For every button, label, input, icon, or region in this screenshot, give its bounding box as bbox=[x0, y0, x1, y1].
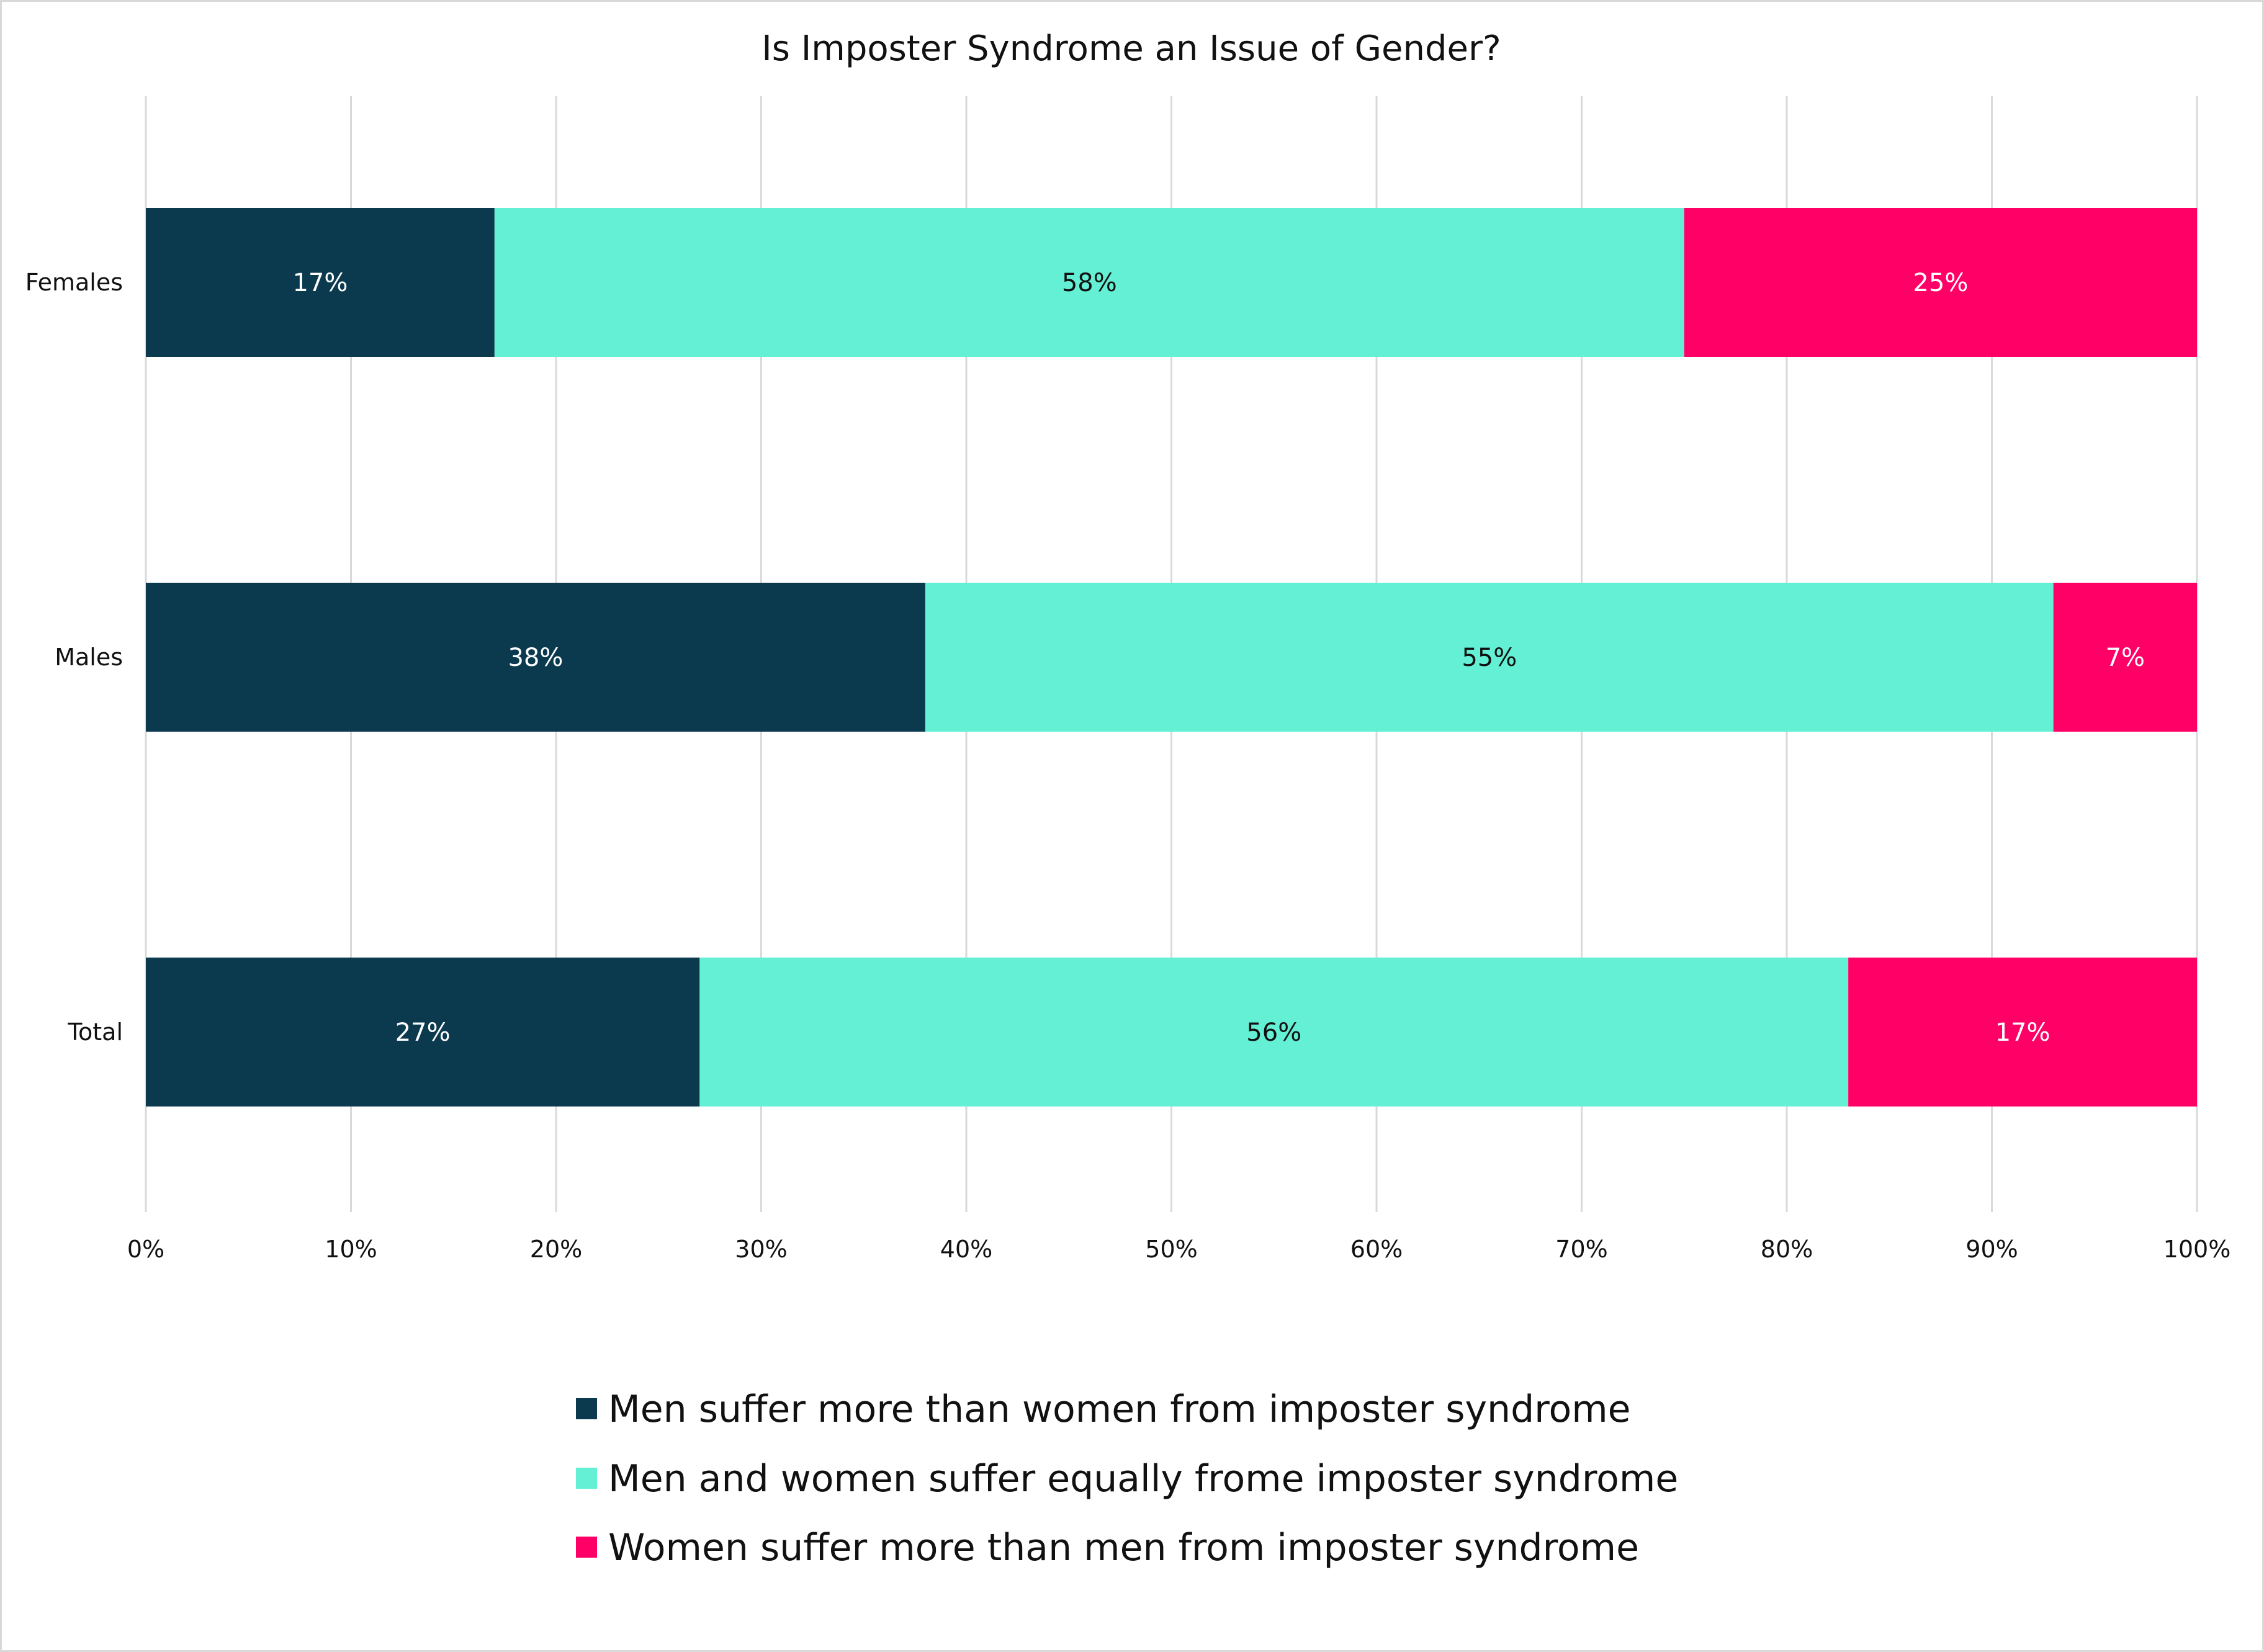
category-label-males: Males bbox=[55, 644, 123, 671]
data-label-males-series-2: 55% bbox=[1462, 644, 1517, 672]
value-axis: 0% 10% 20% 30% 40% 50% 60% 70% 80% 90% 100% bbox=[127, 1236, 2230, 1263]
x-tick-label-70: 70% bbox=[1555, 1236, 1607, 1263]
legend: Men suffer more than women from imposter… bbox=[576, 1388, 1678, 1569]
legend-swatch-1 bbox=[576, 1398, 597, 1419]
bar-males-series-3 bbox=[2053, 583, 2197, 732]
category-axis: Females Males Total bbox=[25, 269, 123, 1046]
x-tick-label-40: 40% bbox=[940, 1236, 992, 1263]
legend-swatch-2 bbox=[576, 1468, 597, 1489]
chart-title: Is Imposter Syndrome an Issue of Gender? bbox=[761, 29, 1501, 69]
x-tick-label-60: 60% bbox=[1350, 1236, 1403, 1263]
data-label-total-series-3: 17% bbox=[1995, 1018, 2051, 1047]
bar-males-series-1 bbox=[146, 583, 925, 732]
bar-total-series-2 bbox=[699, 958, 1849, 1107]
data-label-total-series-1: 27% bbox=[395, 1018, 451, 1047]
x-tick-label-50: 50% bbox=[1145, 1236, 1197, 1263]
x-tick-label-20: 20% bbox=[530, 1236, 582, 1263]
x-tick-label-0: 0% bbox=[127, 1236, 164, 1263]
x-tick-label-80: 80% bbox=[1761, 1236, 1813, 1263]
x-tick-label-10: 10% bbox=[325, 1236, 377, 1263]
x-tick-label-30: 30% bbox=[735, 1236, 787, 1263]
bar-females-series-1 bbox=[146, 208, 495, 357]
bars bbox=[146, 208, 2197, 1107]
bar-total-series-3 bbox=[1848, 958, 2197, 1107]
x-tick-label-90: 90% bbox=[1965, 1236, 2018, 1263]
x-tick-label-100: 100% bbox=[2163, 1236, 2231, 1263]
legend-label-2: Men and women suffer equally frome impos… bbox=[608, 1457, 1678, 1501]
data-label-total-series-2: 56% bbox=[1246, 1018, 1301, 1047]
data-label-females-series-3: 25% bbox=[1913, 269, 1968, 297]
data-label-males-series-3: 7% bbox=[2106, 644, 2145, 672]
category-label-total: Total bbox=[67, 1018, 123, 1046]
data-labels: 17% 58% 25% 38% 55% 7% 27% 56% 17% bbox=[292, 269, 2145, 1047]
data-label-females-series-2: 58% bbox=[1062, 269, 1117, 297]
data-label-females-series-1: 17% bbox=[292, 269, 348, 297]
category-label-females: Females bbox=[25, 269, 123, 296]
bar-females-series-2 bbox=[494, 208, 1684, 357]
bar-total-series-1 bbox=[146, 958, 700, 1107]
legend-swatch-3 bbox=[576, 1537, 597, 1558]
legend-label-3: Women suffer more than men from imposter… bbox=[608, 1526, 1639, 1569]
bar-males-series-2 bbox=[925, 583, 2054, 732]
legend-label-1: Men suffer more than women from imposter… bbox=[608, 1388, 1631, 1431]
bar-females-series-3 bbox=[1684, 208, 2197, 357]
data-label-males-series-1: 38% bbox=[508, 644, 563, 672]
